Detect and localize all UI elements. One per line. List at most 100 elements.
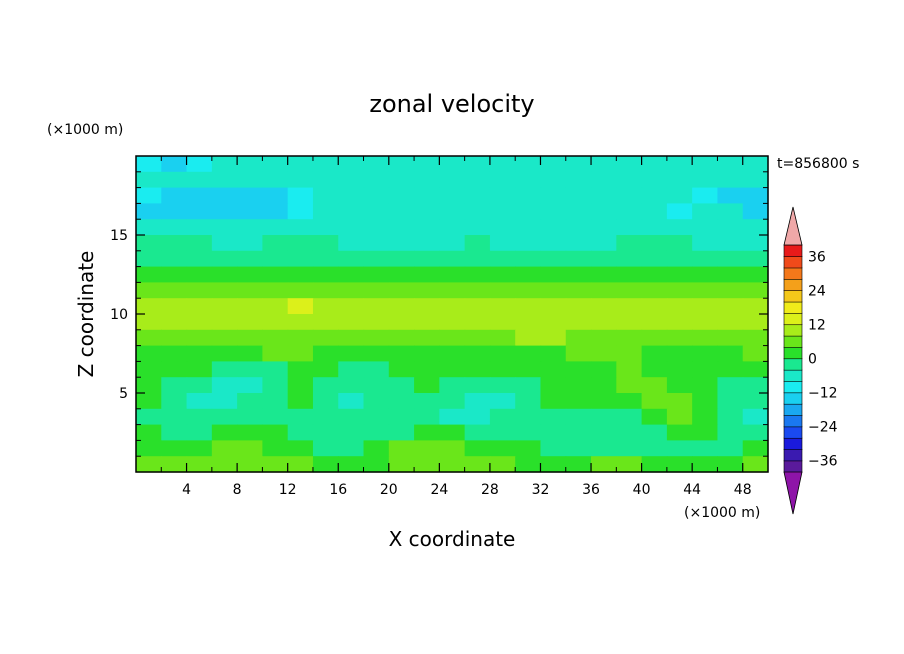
heatmap-cell: [363, 219, 390, 236]
heatmap-cell: [186, 424, 213, 441]
heatmap-cell: [161, 314, 188, 331]
heatmap-cell: [287, 171, 314, 189]
heatmap-cell: [439, 361, 466, 378]
heatmap-cell: [338, 219, 365, 236]
heatmap-cell: [565, 203, 592, 220]
colorbar-level: [783, 380, 803, 394]
heatmap-cell: [338, 456, 365, 473]
heatmap-cell: [388, 156, 415, 173]
heatmap-cell: [136, 329, 162, 347]
heatmap-cell: [136, 266, 162, 283]
heatmap-cell: [262, 440, 289, 457]
heatmap-cell: [565, 314, 592, 331]
heatmap-cell: [439, 219, 466, 236]
x-axis-unit: (×1000 m): [684, 505, 760, 521]
heatmap-cell: [591, 361, 617, 378]
heatmap-cell: [312, 424, 339, 441]
heatmap-cell: [262, 424, 289, 441]
heatmap-cell: [161, 250, 188, 268]
heatmap-cell: [363, 282, 390, 299]
heatmap-cell: [540, 314, 567, 331]
heatmap-cell: [262, 203, 289, 220]
heatmap-cell: [161, 235, 188, 252]
chart-title: zonal velocity: [369, 90, 534, 118]
heatmap-cell: [439, 456, 466, 473]
heatmap-cell: [742, 219, 769, 236]
heatmap-cell: [363, 393, 390, 410]
heatmap-cell: [515, 298, 542, 315]
heatmap-cell: [439, 440, 466, 457]
heatmap-cell: [591, 282, 617, 299]
heatmap-cell: [565, 219, 592, 236]
heatmap-cell: [464, 156, 491, 173]
heatmap-cell: [666, 440, 693, 457]
heatmap-cell: [641, 408, 668, 426]
heatmap-cell: [237, 456, 263, 473]
heatmap-cell: [338, 424, 365, 441]
heatmap-cell: [439, 171, 466, 189]
heatmap-cell: [439, 329, 466, 347]
heatmap-cell: [742, 266, 769, 283]
heatmap-cell: [338, 266, 365, 283]
heatmap-cell: [262, 266, 289, 283]
heatmap-cell: [211, 361, 238, 378]
y-tick-label: 5: [119, 386, 128, 402]
heatmap-cell: [641, 345, 668, 362]
heatmap-cell: [641, 187, 668, 204]
heatmap-cell: [616, 377, 643, 394]
heatmap-cell: [287, 393, 314, 410]
heatmap-cell: [414, 266, 440, 283]
heatmap-cell: [186, 203, 213, 220]
heatmap-cell: [464, 298, 491, 315]
heatmap-cell: [338, 393, 365, 410]
colorbar-tick-label: −12: [808, 386, 838, 402]
heatmap-cell: [464, 345, 491, 362]
heatmap-cell: [287, 250, 314, 268]
heatmap-cell: [414, 456, 440, 473]
heatmap-cell: [717, 361, 744, 378]
heatmap-cell: [211, 314, 238, 331]
heatmap-cell: [414, 219, 440, 236]
heatmap-cell: [540, 171, 567, 189]
heatmap-cell: [414, 314, 440, 331]
heatmap-cell: [666, 171, 693, 189]
heatmap-cell: [641, 219, 668, 236]
heatmap-cell: [540, 456, 567, 473]
heatmap-cell: [439, 408, 466, 426]
heatmap-cell: [388, 171, 415, 189]
heatmap-cell: [237, 377, 263, 394]
heatmap-cell: [388, 377, 415, 394]
heatmap-cell: [186, 235, 213, 252]
heatmap-cell: [540, 377, 567, 394]
heatmap-cell: [388, 361, 415, 378]
heatmap-cell: [237, 156, 263, 173]
heatmap-cell: [312, 298, 339, 315]
heatmap-cell: [312, 187, 339, 204]
heatmap-cell: [414, 171, 440, 189]
heatmap-cell: [616, 298, 643, 315]
heatmap-cell: [616, 361, 643, 378]
heatmap-cell: [515, 156, 542, 173]
heatmap-cell: [388, 298, 415, 315]
heatmap-cell: [262, 235, 289, 252]
heatmap-cell: [237, 329, 263, 347]
heatmap-cell: [439, 377, 466, 394]
heatmap-cell: [186, 440, 213, 457]
heatmap-cell: [161, 203, 188, 220]
heatmap-cell: [388, 250, 415, 268]
heatmap-cell: [692, 440, 719, 457]
heatmap-cell: [666, 345, 693, 362]
heatmap-cell: [186, 187, 213, 204]
x-tick-label: 4: [182, 482, 191, 498]
heatmap-cell: [464, 250, 491, 268]
heatmap-cell: [388, 408, 415, 426]
heatmap-cell: [464, 329, 491, 347]
heatmap-cell: [616, 440, 643, 457]
heatmap-cell: [312, 408, 339, 426]
heatmap-cell: [287, 203, 314, 220]
heatmap-cell: [692, 203, 719, 220]
colorbar-tick-label: 24: [808, 283, 826, 299]
heatmap-cell: [616, 282, 643, 299]
colorbar-level: [783, 426, 803, 439]
heatmap-cell: [136, 250, 162, 268]
